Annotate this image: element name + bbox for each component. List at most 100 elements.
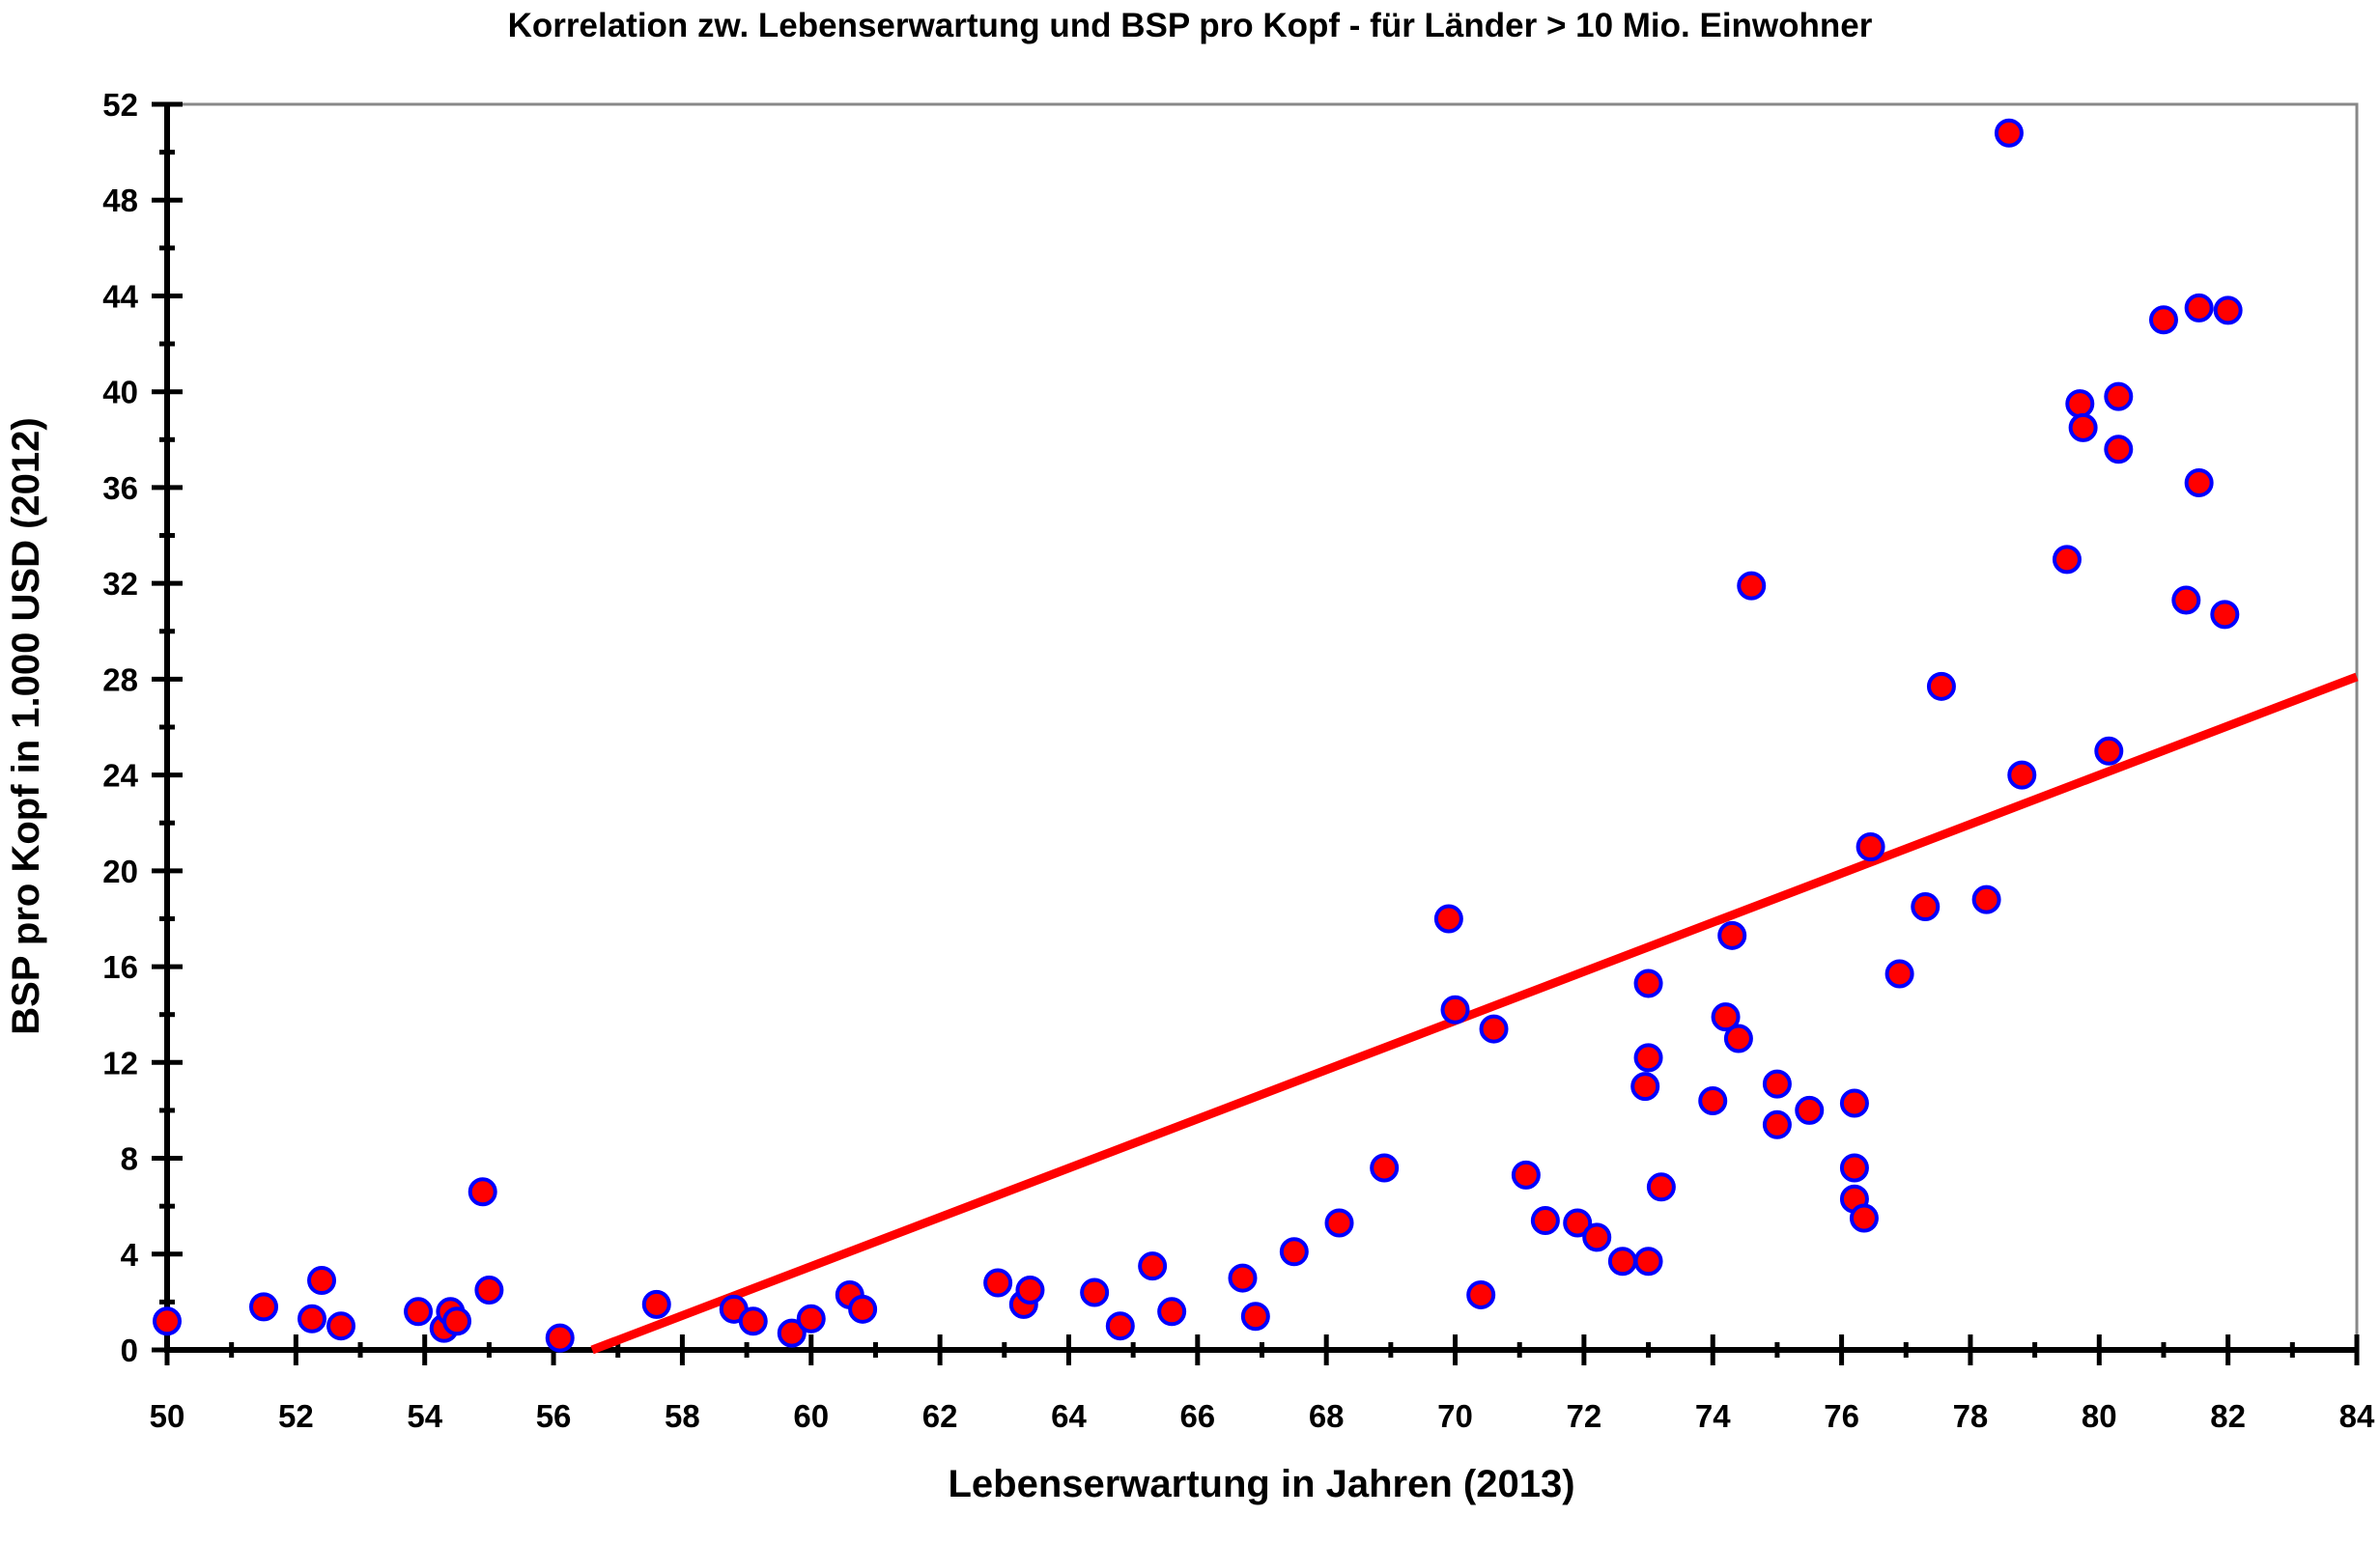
data-point [2171, 585, 2201, 615]
y-tick-label: 44 [102, 278, 138, 314]
data-point [2210, 600, 2240, 630]
data-point [2052, 545, 2082, 575]
data-point [442, 1306, 472, 1336]
y-tick-label: 28 [102, 661, 138, 697]
data-point [2007, 760, 2037, 790]
data-point [249, 1292, 279, 1322]
y-tick-label: 8 [121, 1141, 138, 1177]
data-point [468, 1177, 497, 1207]
y-tick-label: 24 [102, 758, 138, 794]
x-tick-label: 72 [1567, 1398, 1602, 1434]
x-tick-label: 58 [665, 1398, 700, 1434]
data-point [983, 1268, 1013, 1298]
data-point [1849, 1203, 1879, 1233]
data-point [1433, 904, 1463, 934]
x-tick-label: 50 [150, 1398, 185, 1434]
data-point [1370, 1153, 1400, 1183]
data-point [1630, 1072, 1660, 1102]
data-point [2094, 736, 2124, 766]
x-tick-label: 64 [1051, 1398, 1087, 1434]
data-point [404, 1297, 434, 1327]
data-point [1717, 920, 1747, 950]
data-point [2213, 295, 2243, 325]
data-point [738, 1306, 768, 1336]
x-tick-label: 56 [536, 1398, 572, 1434]
data-point [848, 1294, 878, 1324]
x-tick-label: 66 [1179, 1398, 1215, 1434]
data-point [1228, 1263, 1258, 1293]
x-tick-label: 84 [2339, 1398, 2375, 1434]
data-point [298, 1304, 327, 1333]
data-point [641, 1289, 671, 1319]
data-point [545, 1323, 575, 1353]
data-point [1240, 1302, 1270, 1332]
data-point [1698, 1086, 1728, 1115]
data-point [2184, 293, 2214, 323]
data-point [1440, 995, 1470, 1025]
y-tick-label: 12 [102, 1045, 138, 1081]
x-tick-label: 54 [407, 1398, 442, 1434]
x-tick-label: 76 [1824, 1398, 1859, 1434]
data-point [1926, 671, 1956, 701]
data-point [1138, 1251, 1168, 1281]
y-tick-label: 16 [102, 949, 138, 985]
data-point [2148, 305, 2178, 335]
data-point [1737, 571, 1767, 601]
data-point [1633, 1247, 1663, 1277]
data-point [326, 1311, 356, 1341]
data-point [1856, 832, 1885, 862]
y-tick-label: 48 [102, 182, 138, 218]
y-tick-label: 0 [121, 1333, 138, 1368]
x-tick-label: 62 [922, 1398, 958, 1434]
data-point [777, 1318, 807, 1348]
data-point [1530, 1206, 1560, 1236]
data-point [796, 1304, 826, 1333]
y-tick-label: 40 [102, 375, 138, 410]
data-point [2068, 412, 2098, 442]
x-tick-label: 78 [1953, 1398, 1989, 1434]
data-point [1646, 1172, 1676, 1202]
data-point [1015, 1275, 1045, 1305]
x-tick-label: 52 [278, 1398, 314, 1434]
data-point [1633, 1043, 1663, 1073]
data-point [1884, 959, 1914, 989]
data-point [1105, 1311, 1135, 1341]
data-point [1762, 1069, 1792, 1099]
data-point [1607, 1247, 1637, 1277]
plot-frame [165, 102, 2359, 1352]
data-point [2104, 381, 2134, 411]
data-point [1839, 1153, 1869, 1183]
x-tick-label: 70 [1437, 1398, 1473, 1434]
data-point [1582, 1222, 1612, 1252]
data-point [1080, 1277, 1110, 1307]
data-point [2184, 467, 2214, 497]
y-tick-label: 36 [102, 470, 138, 506]
data-point [1157, 1297, 1187, 1327]
data-point [1762, 1109, 1792, 1139]
x-tick-label: 68 [1309, 1398, 1345, 1434]
data-point [1466, 1279, 1496, 1309]
data-point [2104, 435, 2134, 464]
data-point [474, 1275, 504, 1305]
x-tick-label: 74 [1695, 1398, 1731, 1434]
data-point [1795, 1095, 1825, 1125]
x-tick-label: 82 [2210, 1398, 2246, 1434]
data-point [1994, 118, 2024, 148]
data-point [1711, 1002, 1741, 1032]
data-point [2065, 389, 2095, 419]
trend-line [590, 672, 2359, 1355]
data-point [1563, 1208, 1593, 1238]
data-point [1479, 1014, 1509, 1044]
y-tick-label: 32 [102, 566, 138, 602]
y-tick-label: 4 [121, 1237, 139, 1273]
x-tick-label: 60 [793, 1398, 829, 1434]
data-point [1839, 1088, 1869, 1118]
data-point [1324, 1208, 1354, 1238]
data-point [1633, 969, 1663, 998]
data-point [153, 1306, 182, 1336]
data-point [1971, 884, 2001, 914]
y-tick-label: 52 [102, 87, 138, 123]
y-axis-title: BSP pro Kopf in 1.000 USD (2012) [5, 417, 47, 1034]
y-tick-label: 20 [102, 854, 138, 889]
